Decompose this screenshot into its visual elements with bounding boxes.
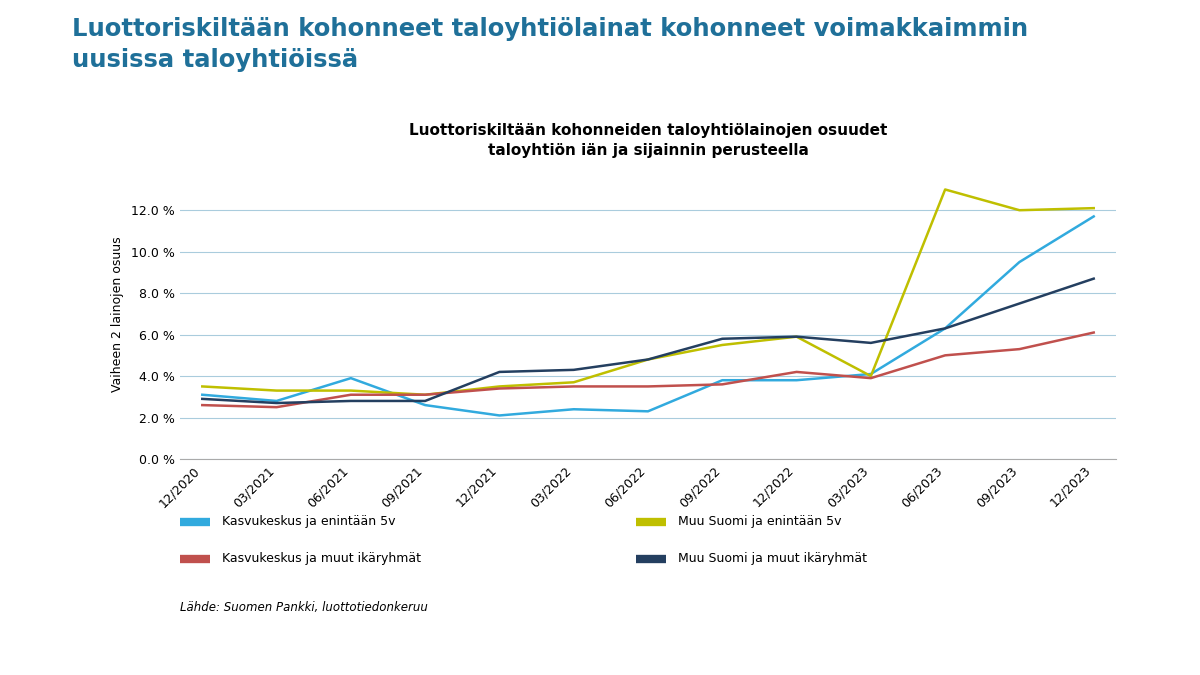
Text: Kasvukeskus ja muut ikäryhmät: Kasvukeskus ja muut ikäryhmät (222, 552, 421, 566)
Text: Luottoriskiltään kohonneet taloyhtiölainat kohonneet voimakkaimmin
uusissa taloy: Luottoriskiltään kohonneet taloyhtiölain… (72, 17, 1028, 72)
Text: FINANSSIVALVONTA: FINANSSIVALVONTA (78, 655, 180, 665)
Title: Luottoriskiltään kohonneiden taloyhtiölainojen osuudet
taloyhtiön iän ja sijainn: Luottoriskiltään kohonneiden taloyhtiöla… (409, 123, 887, 158)
Y-axis label: Vaiheen 2 lainojen osuus: Vaiheen 2 lainojen osuus (112, 236, 125, 392)
Text: Kasvukeskus ja enintään 5v: Kasvukeskus ja enintään 5v (222, 515, 396, 529)
Text: 13.3.2024    17: 13.3.2024 17 (1093, 649, 1188, 662)
Text: FIN-FSA: FIN-FSA (78, 626, 146, 642)
Text: Lähde: Suomen Pankki, luottotiedonkeruu: Lähde: Suomen Pankki, luottotiedonkeruu (180, 601, 428, 614)
Circle shape (0, 639, 91, 643)
Text: Muu Suomi ja muut ikäryhmät: Muu Suomi ja muut ikäryhmät (678, 552, 868, 566)
Circle shape (16, 639, 76, 643)
Text: Muu Suomi ja enintään 5v: Muu Suomi ja enintään 5v (678, 515, 841, 529)
Text: Julkinen / SP/FIVA-EI RAJOITETTU: Julkinen / SP/FIVA-EI RAJOITETTU (986, 624, 1188, 637)
